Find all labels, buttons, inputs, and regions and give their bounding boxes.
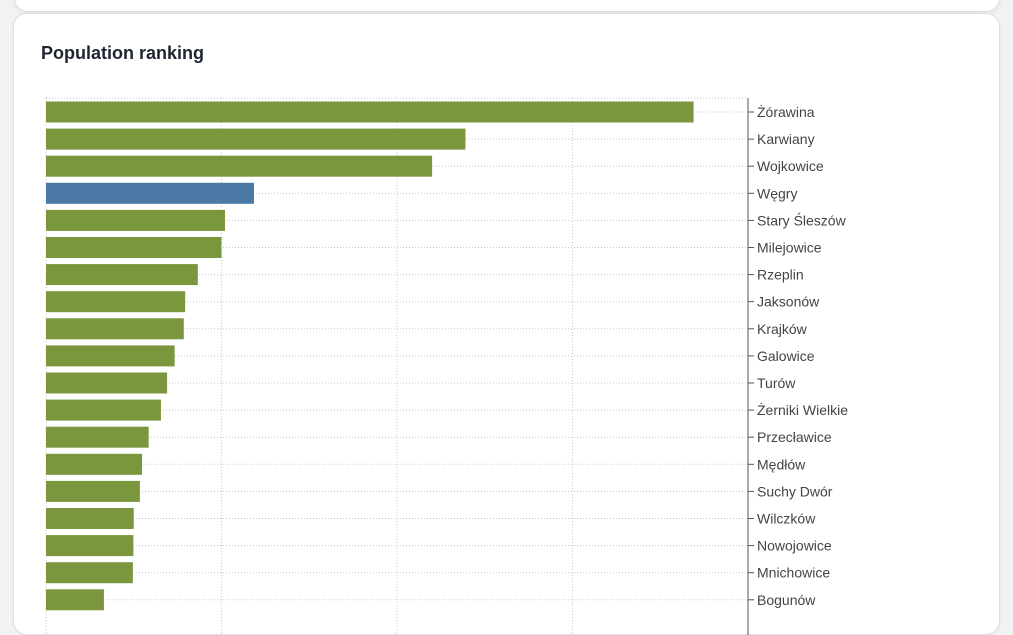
- category-label: Galowice: [757, 348, 815, 364]
- bar-10[interactable]: [46, 372, 168, 394]
- bar-17[interactable]: [46, 562, 133, 584]
- card-title: Population ranking: [41, 43, 205, 63]
- category-label: Karwiany: [757, 131, 815, 147]
- category-label: Wilczków: [757, 511, 816, 527]
- bar-0[interactable]: [46, 101, 694, 123]
- category-label: Krajków: [757, 321, 808, 337]
- chart-grid: [45, 97, 749, 635]
- category-label: Przecławice: [757, 429, 832, 445]
- chart-bars: [46, 101, 694, 611]
- category-label: Turów: [757, 375, 796, 391]
- bar-15[interactable]: [46, 508, 134, 529]
- category-label: Bogunów: [757, 592, 816, 608]
- bar-12[interactable]: [46, 426, 149, 448]
- previous-card: [14, 0, 1000, 12]
- chart-category-labels: Żórawina Karwiany Wojkowice Węgry Stary Śles…: [757, 103, 848, 608]
- category-label: Milejowice: [757, 240, 822, 256]
- category-label: Węgry: [757, 185, 797, 201]
- bar-16[interactable]: [46, 535, 134, 557]
- bar-2[interactable]: [46, 155, 433, 177]
- category-label: Stary Śleszów: [757, 211, 847, 228]
- bar-9[interactable]: [46, 345, 175, 367]
- category-label: Wojkowice: [757, 158, 824, 174]
- category-label: Nowojowice: [757, 538, 832, 554]
- population-bar-chart: Żórawina Karwiany Wojkowice Węgry Stary Śles…: [45, 97, 848, 635]
- bar-8[interactable]: [46, 318, 184, 340]
- category-label: Suchy Dwór: [757, 483, 833, 499]
- category-label: Mędłów: [757, 456, 806, 472]
- bar-11[interactable]: [46, 399, 161, 421]
- bar-1[interactable]: [46, 128, 466, 150]
- bar-6[interactable]: [46, 264, 198, 286]
- chart-category-ticks: [748, 111, 754, 601]
- bar-3[interactable]: [46, 182, 254, 204]
- bar-4[interactable]: [46, 209, 226, 231]
- category-label: Jaksonów: [757, 294, 820, 310]
- category-label: Żórawina: [757, 103, 815, 120]
- bar-13[interactable]: [46, 453, 142, 475]
- bar-14[interactable]: [46, 480, 140, 502]
- bar-5[interactable]: [46, 237, 222, 258]
- bar-7[interactable]: [46, 291, 186, 313]
- category-label: Rzeplin: [757, 267, 804, 283]
- category-label: Żerniki Wielkie: [757, 401, 848, 418]
- chart-card: Population ranking Żórawina Karwiany Wojko…: [13, 13, 1000, 635]
- bar-18[interactable]: [46, 589, 104, 611]
- category-label: Mnichowice: [757, 565, 830, 581]
